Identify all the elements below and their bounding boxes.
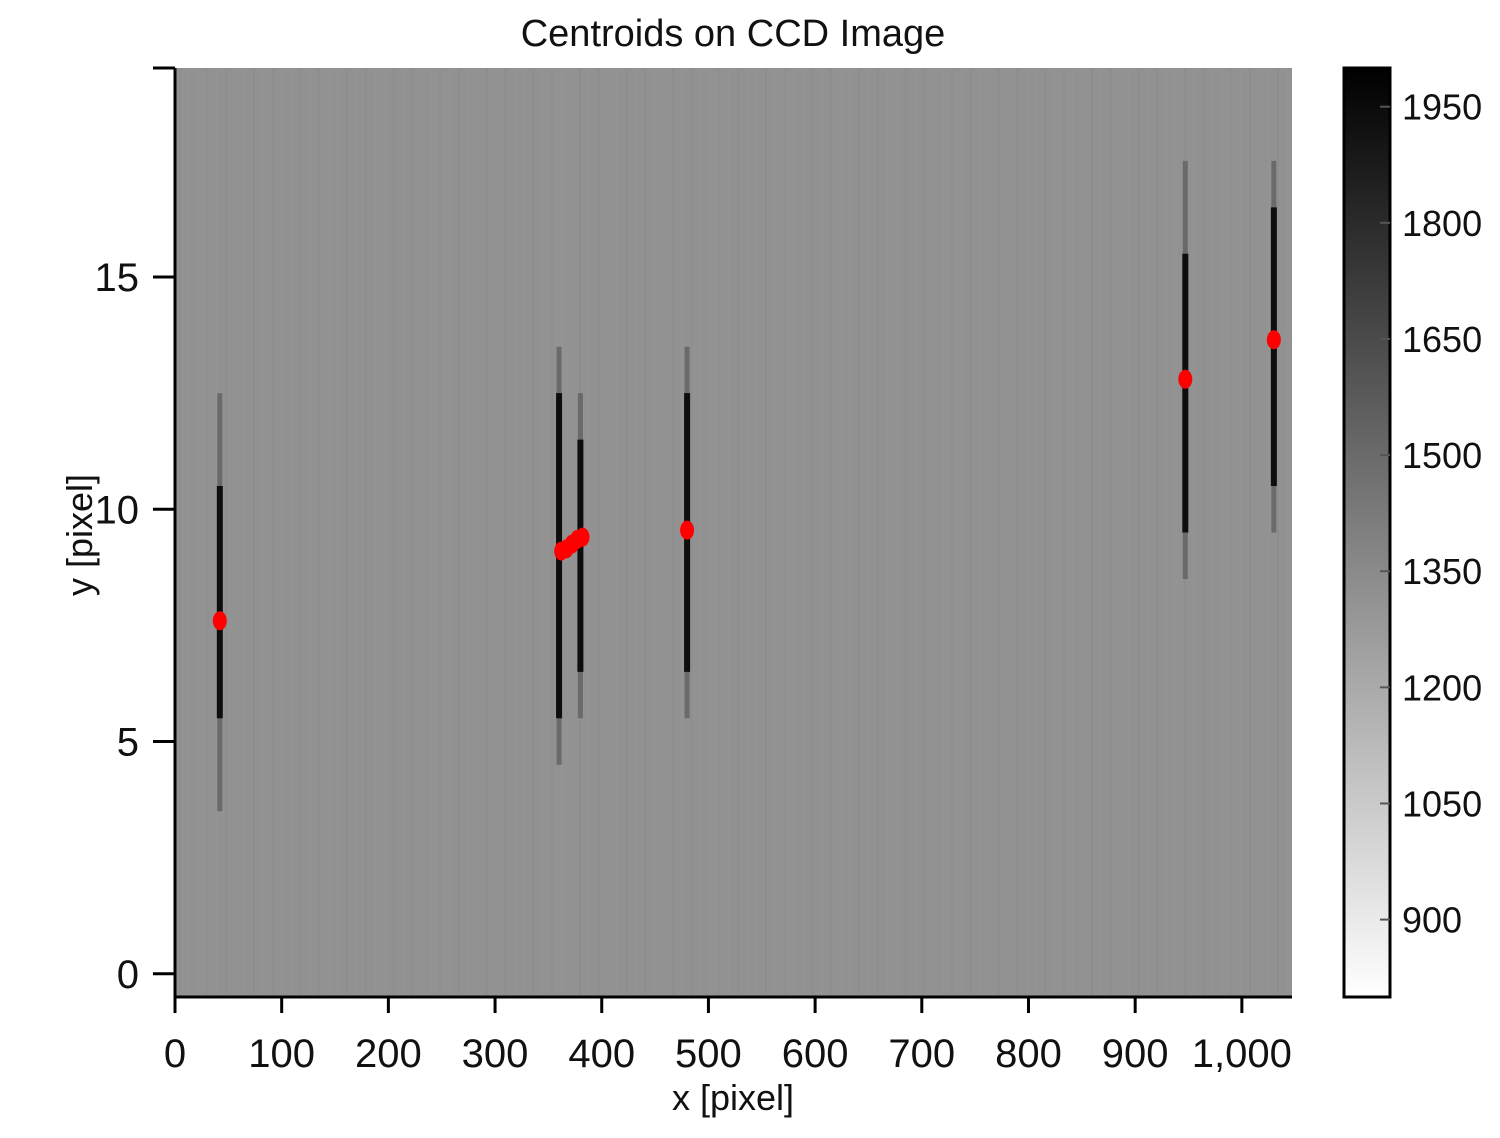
y-ticks: 0 5 10 15 xyxy=(95,66,175,997)
x-tick-label: 700 xyxy=(888,1032,955,1076)
x-tick-label: 500 xyxy=(675,1032,742,1076)
colorbar-tick-label: 1200 xyxy=(1402,667,1482,708)
y-tick-label: 0 xyxy=(117,953,139,997)
x-ticks: 0 100 200 300 400 500 600 700 800 900 1,000 xyxy=(164,997,1292,1076)
x-tick-label: 400 xyxy=(568,1032,635,1076)
colorbar-tick-label: 900 xyxy=(1402,900,1462,941)
x-tick-label: 1,000 xyxy=(1192,1032,1292,1076)
image-background xyxy=(175,68,1292,997)
y-tick-label: 10 xyxy=(95,488,140,532)
x-tick-label: 300 xyxy=(462,1032,529,1076)
colorbar xyxy=(1342,66,1392,999)
y-tick-label: 5 xyxy=(117,721,139,765)
centroid-point xyxy=(575,527,590,547)
colorbar-tick-label: 1500 xyxy=(1402,435,1482,476)
colorbar-ticks: 900 1050 1200 1350 1500 1650 1800 1950 xyxy=(1380,87,1482,941)
colorbar-tick-label: 1350 xyxy=(1402,551,1482,592)
y-tick-label: 15 xyxy=(95,256,140,300)
x-tick-label: 0 xyxy=(164,1032,186,1076)
colorbar-tick-label: 1650 xyxy=(1402,319,1482,360)
x-tick-label: 900 xyxy=(1102,1032,1169,1076)
x-tick-label: 800 xyxy=(995,1032,1062,1076)
centroid-point xyxy=(1178,369,1193,389)
x-tick-label: 100 xyxy=(248,1032,315,1076)
colorbar-tick-label: 1950 xyxy=(1402,87,1482,128)
centroid-layer xyxy=(212,330,1281,631)
y-axis-title: y [pixel] xyxy=(59,474,100,596)
centroid-point xyxy=(1266,330,1281,350)
x-tick-label: 600 xyxy=(782,1032,849,1076)
x-tick-label: 200 xyxy=(355,1032,422,1076)
centroid-point xyxy=(680,520,695,540)
colorbar-tick-label: 1050 xyxy=(1402,783,1482,824)
image-texture xyxy=(178,68,1289,997)
chart-title: Centroids on CCD Image xyxy=(521,13,946,55)
x-axis-title: x [pixel] xyxy=(672,1077,794,1118)
centroid-point xyxy=(212,611,227,631)
colorbar-tick-label: 1800 xyxy=(1402,203,1482,244)
